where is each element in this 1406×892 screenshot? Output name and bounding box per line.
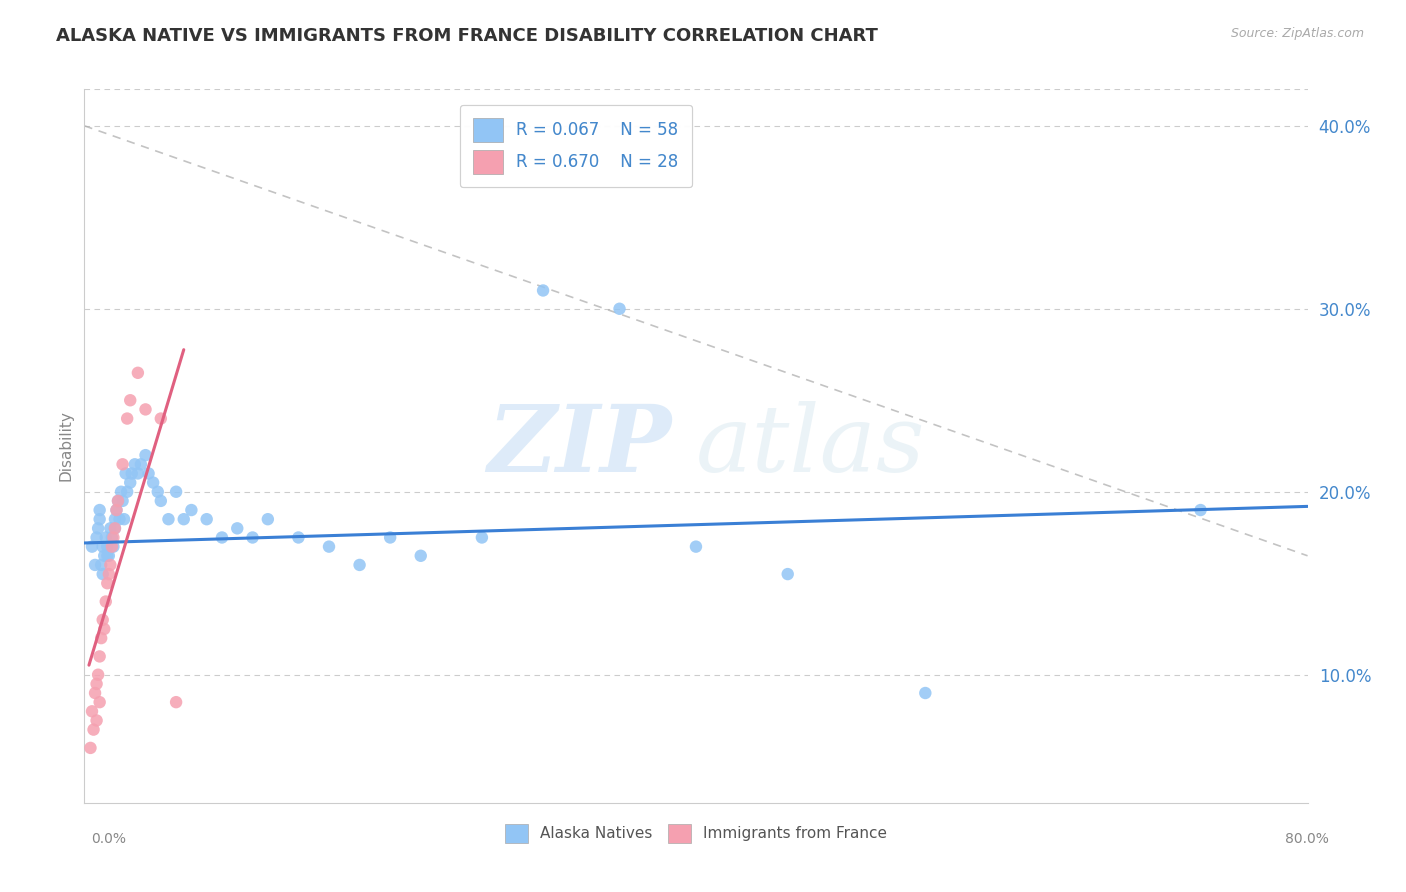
Point xyxy=(157,512,180,526)
Point xyxy=(97,567,120,582)
Point xyxy=(127,467,149,481)
Point xyxy=(129,458,152,472)
Point xyxy=(86,677,108,691)
Point xyxy=(135,448,157,462)
Point xyxy=(211,531,233,545)
Point xyxy=(127,366,149,380)
Point xyxy=(114,467,136,481)
Point xyxy=(115,484,138,499)
Point xyxy=(242,531,264,545)
Point xyxy=(173,512,195,526)
Point xyxy=(86,531,108,545)
Point xyxy=(349,558,371,572)
Point xyxy=(101,540,124,554)
Point xyxy=(1189,503,1212,517)
Point xyxy=(89,503,111,517)
Point xyxy=(84,686,107,700)
Point xyxy=(79,740,101,755)
Point xyxy=(94,531,117,545)
Text: 0.0%: 0.0% xyxy=(91,832,127,846)
Point xyxy=(111,458,134,472)
Point xyxy=(84,558,107,572)
Point xyxy=(409,549,432,563)
Point xyxy=(149,494,172,508)
Point xyxy=(115,411,138,425)
Text: atlas: atlas xyxy=(696,401,925,491)
Text: 80.0%: 80.0% xyxy=(1285,832,1329,846)
Point xyxy=(165,484,187,499)
Point xyxy=(104,521,127,535)
Point xyxy=(83,723,105,737)
Point xyxy=(104,521,127,535)
Point xyxy=(120,475,142,490)
Point xyxy=(86,714,108,728)
Point xyxy=(96,576,118,591)
Point xyxy=(105,503,128,517)
Point xyxy=(91,567,114,582)
Point xyxy=(531,284,554,298)
Legend: R = 0.067    N = 58, R = 0.670    N = 28: R = 0.067 N = 58, R = 0.670 N = 28 xyxy=(460,104,692,186)
Point xyxy=(104,512,127,526)
Point xyxy=(105,503,128,517)
Point xyxy=(318,540,340,554)
Point xyxy=(90,558,112,572)
Point xyxy=(110,484,132,499)
Point xyxy=(80,704,103,718)
Point xyxy=(108,512,131,526)
Point xyxy=(142,475,165,490)
Y-axis label: Disability: Disability xyxy=(58,410,73,482)
Point xyxy=(776,567,799,582)
Point xyxy=(98,558,121,572)
Point xyxy=(96,549,118,563)
Point xyxy=(111,494,134,508)
Point xyxy=(94,594,117,608)
Point xyxy=(93,549,115,563)
Point xyxy=(89,695,111,709)
Point xyxy=(87,521,110,535)
Point xyxy=(91,540,114,554)
Point xyxy=(107,494,129,508)
Point xyxy=(471,531,494,545)
Point xyxy=(96,540,118,554)
Point xyxy=(80,540,103,554)
Point xyxy=(380,531,402,545)
Point xyxy=(89,649,111,664)
Point xyxy=(103,540,125,554)
Point xyxy=(93,622,115,636)
Point xyxy=(98,521,121,535)
Point xyxy=(914,686,936,700)
Point xyxy=(103,531,125,545)
Point xyxy=(89,512,111,526)
Point xyxy=(90,631,112,645)
Point xyxy=(226,521,249,535)
Point xyxy=(107,494,129,508)
Point xyxy=(120,393,142,408)
Point xyxy=(112,512,135,526)
Text: ALASKA NATIVE VS IMMIGRANTS FROM FRANCE DISABILITY CORRELATION CHART: ALASKA NATIVE VS IMMIGRANTS FROM FRANCE … xyxy=(56,27,879,45)
Point xyxy=(165,695,187,709)
Point xyxy=(91,613,114,627)
Point xyxy=(149,411,172,425)
Point xyxy=(138,467,160,481)
Point xyxy=(287,531,309,545)
Text: ZIP: ZIP xyxy=(488,401,672,491)
Point xyxy=(121,467,143,481)
Point xyxy=(87,667,110,681)
Point xyxy=(101,531,124,545)
Point xyxy=(685,540,707,554)
Point xyxy=(195,512,218,526)
Point xyxy=(146,484,169,499)
Point xyxy=(135,402,157,417)
Point xyxy=(180,503,202,517)
Point xyxy=(97,549,120,563)
Text: Source: ZipAtlas.com: Source: ZipAtlas.com xyxy=(1230,27,1364,40)
Point xyxy=(124,458,146,472)
Point xyxy=(609,301,631,316)
Point xyxy=(257,512,280,526)
